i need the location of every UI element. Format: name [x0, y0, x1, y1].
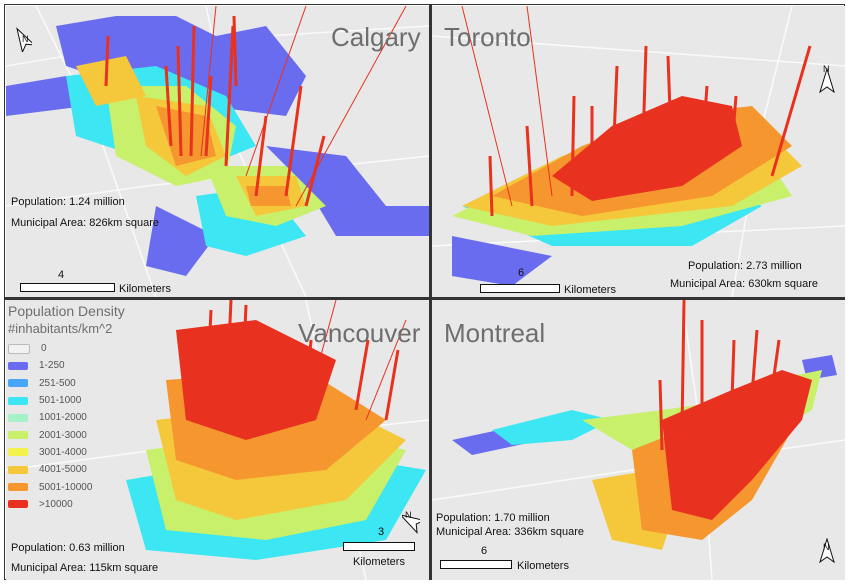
legend-swatch — [8, 396, 28, 405]
scale-number-calgary: 4 — [58, 269, 65, 281]
scale-unit-toronto: Kilometers — [564, 284, 616, 296]
city-name-toronto: Toronto — [444, 22, 531, 52]
population-toronto: Population: 2.73 million — [688, 260, 802, 272]
legend-swatch — [8, 431, 28, 440]
legend-label: 0 — [41, 343, 47, 355]
north-label: N — [823, 64, 830, 74]
north-label: N — [22, 34, 29, 44]
scale-unit-montreal: Kilometers — [517, 560, 569, 572]
legend-item: 5001-10000 — [8, 478, 168, 495]
legend-swatch — [8, 465, 28, 474]
legend-swatch — [8, 413, 28, 422]
legend-rows: 0 1-250 251-500 501-1000 1001-2000 2001-3000 3… — [8, 340, 168, 513]
area-montreal: Municipal Area: 336km square — [436, 526, 584, 538]
legend-label: >10000 — [39, 498, 73, 510]
legend-label: 1-250 — [39, 360, 65, 372]
scale-number-vancouver: 3 — [378, 526, 385, 538]
legend-swatch — [8, 483, 28, 492]
montreal-map-panel: Montreal Population: 1.70 million Munici… — [432, 300, 845, 580]
legend-item: 1-250 — [8, 357, 168, 374]
north-label: N — [823, 542, 830, 552]
legend-swatch — [8, 448, 28, 457]
legend-item: 3001-4000 — [8, 444, 168, 461]
legend-label: 251-500 — [39, 377, 76, 389]
scale-number-toronto: 6 — [518, 267, 525, 279]
legend-item: 501-1000 — [8, 392, 168, 409]
legend-label: 3001-4000 — [39, 446, 87, 458]
north-arrow-icon — [402, 508, 420, 534]
scalebar-toronto — [480, 284, 560, 293]
legend-unit: #inhabitants/km^2 — [8, 321, 113, 336]
panel-divider-horizontal — [4, 297, 845, 300]
population-calgary: Population: 1.24 million — [11, 196, 125, 208]
scale-number-montreal: 6 — [481, 545, 488, 557]
legend-swatch — [8, 500, 28, 509]
city-name-vancouver: Vancouver — [298, 318, 421, 348]
scalebar-calgary — [20, 283, 115, 292]
scale-unit-calgary: Kilometers — [119, 283, 171, 295]
calgary-map-panel: Calgary Population: 1.24 million Municip… — [6, 6, 429, 297]
legend-swatch — [8, 361, 28, 370]
north-label: N — [405, 510, 412, 520]
legend-item: 0 — [8, 340, 168, 357]
legend-label: 1001-2000 — [39, 412, 87, 424]
toronto-map-panel: Toronto Population: 2.73 million Municip… — [432, 6, 845, 297]
legend-swatch — [8, 379, 28, 388]
city-name-montreal: Montreal — [444, 318, 546, 348]
legend-item: 251-500 — [8, 375, 168, 392]
legend-item: 4001-5000 — [8, 461, 168, 478]
panel-divider-vertical — [429, 4, 432, 580]
vancouver-map-panel: Vancouver Population: 0.63 million Munic… — [6, 300, 429, 580]
legend-item: 1001-2000 — [8, 409, 168, 426]
vancouver-3d-density-map — [6, 300, 429, 580]
legend-label: 501-1000 — [39, 395, 82, 407]
population-vancouver: Population: 0.63 million — [11, 542, 125, 554]
population-montreal: Population: 1.70 million — [436, 512, 550, 524]
legend-item: 2001-3000 — [8, 426, 168, 443]
area-vancouver: Municipal Area: 115km square — [11, 562, 159, 574]
city-name-calgary: Calgary — [331, 22, 421, 52]
legend-swatch — [8, 343, 30, 354]
legend-title: Population Density — [8, 303, 125, 319]
north-arrow-icon — [818, 538, 836, 564]
area-toronto: Municipal Area: 630km square — [670, 278, 818, 290]
scale-unit-vancouver: Kilometers — [353, 556, 405, 568]
calgary-3d-density-map — [6, 6, 429, 297]
scalebar-vancouver — [343, 542, 415, 551]
population-density-legend: Population Density #inhabitants/km^2 0 1-… — [8, 303, 168, 513]
north-arrow-icon — [14, 26, 32, 52]
legend-label: 2001-3000 — [39, 429, 87, 441]
scalebar-montreal — [440, 560, 512, 569]
north-arrow-icon — [818, 68, 836, 94]
legend-label: 5001-10000 — [39, 481, 93, 493]
area-calgary: Municipal Area: 826km square — [11, 217, 159, 229]
legend-item: >10000 — [8, 496, 168, 513]
legend-label: 4001-5000 — [39, 464, 87, 476]
montreal-3d-density-map — [432, 300, 845, 580]
toronto-3d-density-map — [432, 6, 845, 297]
